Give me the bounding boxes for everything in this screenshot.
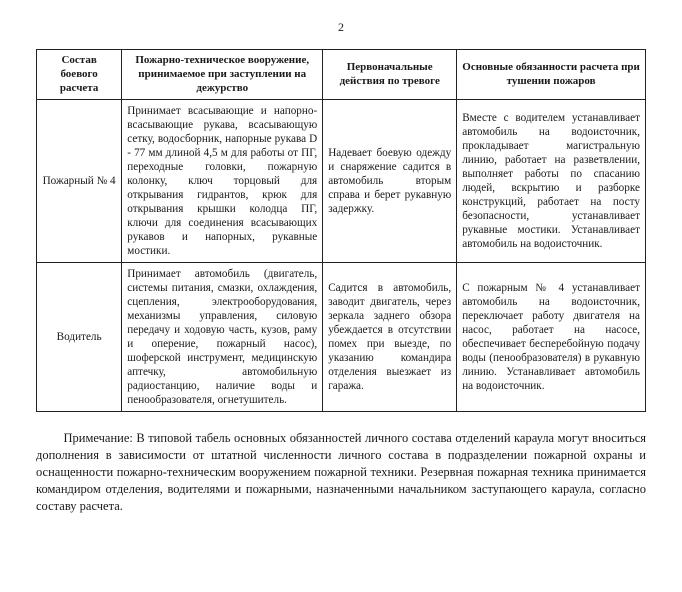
row-label: Водитель — [37, 263, 122, 412]
row-actions: Садится в автомобиль, заводит двигатель,… — [323, 263, 457, 412]
header-col-1: Состав боевого расчета — [37, 50, 122, 100]
page-number: 2 — [36, 20, 646, 35]
row-actions: Надевает боевую одежду и снаряжение сади… — [323, 100, 457, 263]
row-equip: Принимает всасывающие и напорно-всасываю… — [122, 100, 323, 263]
row-equip: Принимает автомобиль (двигатель, системы… — [122, 263, 323, 412]
table-row: Пожарный № 4 Принимает всасывающие и нап… — [37, 100, 646, 263]
row-duties: Вместе с водителем устанавливает автомоб… — [457, 100, 646, 263]
table-header-row: Состав боевого расчета Пожарно-техническ… — [37, 50, 646, 100]
note-paragraph: Примечание: В типовой табель основных об… — [36, 430, 646, 514]
header-col-3: Первоначальные действия по тревоге — [323, 50, 457, 100]
row-duties: С пожарным № 4 устанавливает автомобиль … — [457, 263, 646, 412]
row-label: Пожарный № 4 — [37, 100, 122, 263]
header-col-2: Пожарно-техническое вооружение, принимае… — [122, 50, 323, 100]
table-row: Водитель Принимает автомобиль (двигатель… — [37, 263, 646, 412]
duties-table: Состав боевого расчета Пожарно-техническ… — [36, 49, 646, 412]
header-col-4: Основные обязанности расчета при тушении… — [457, 50, 646, 100]
